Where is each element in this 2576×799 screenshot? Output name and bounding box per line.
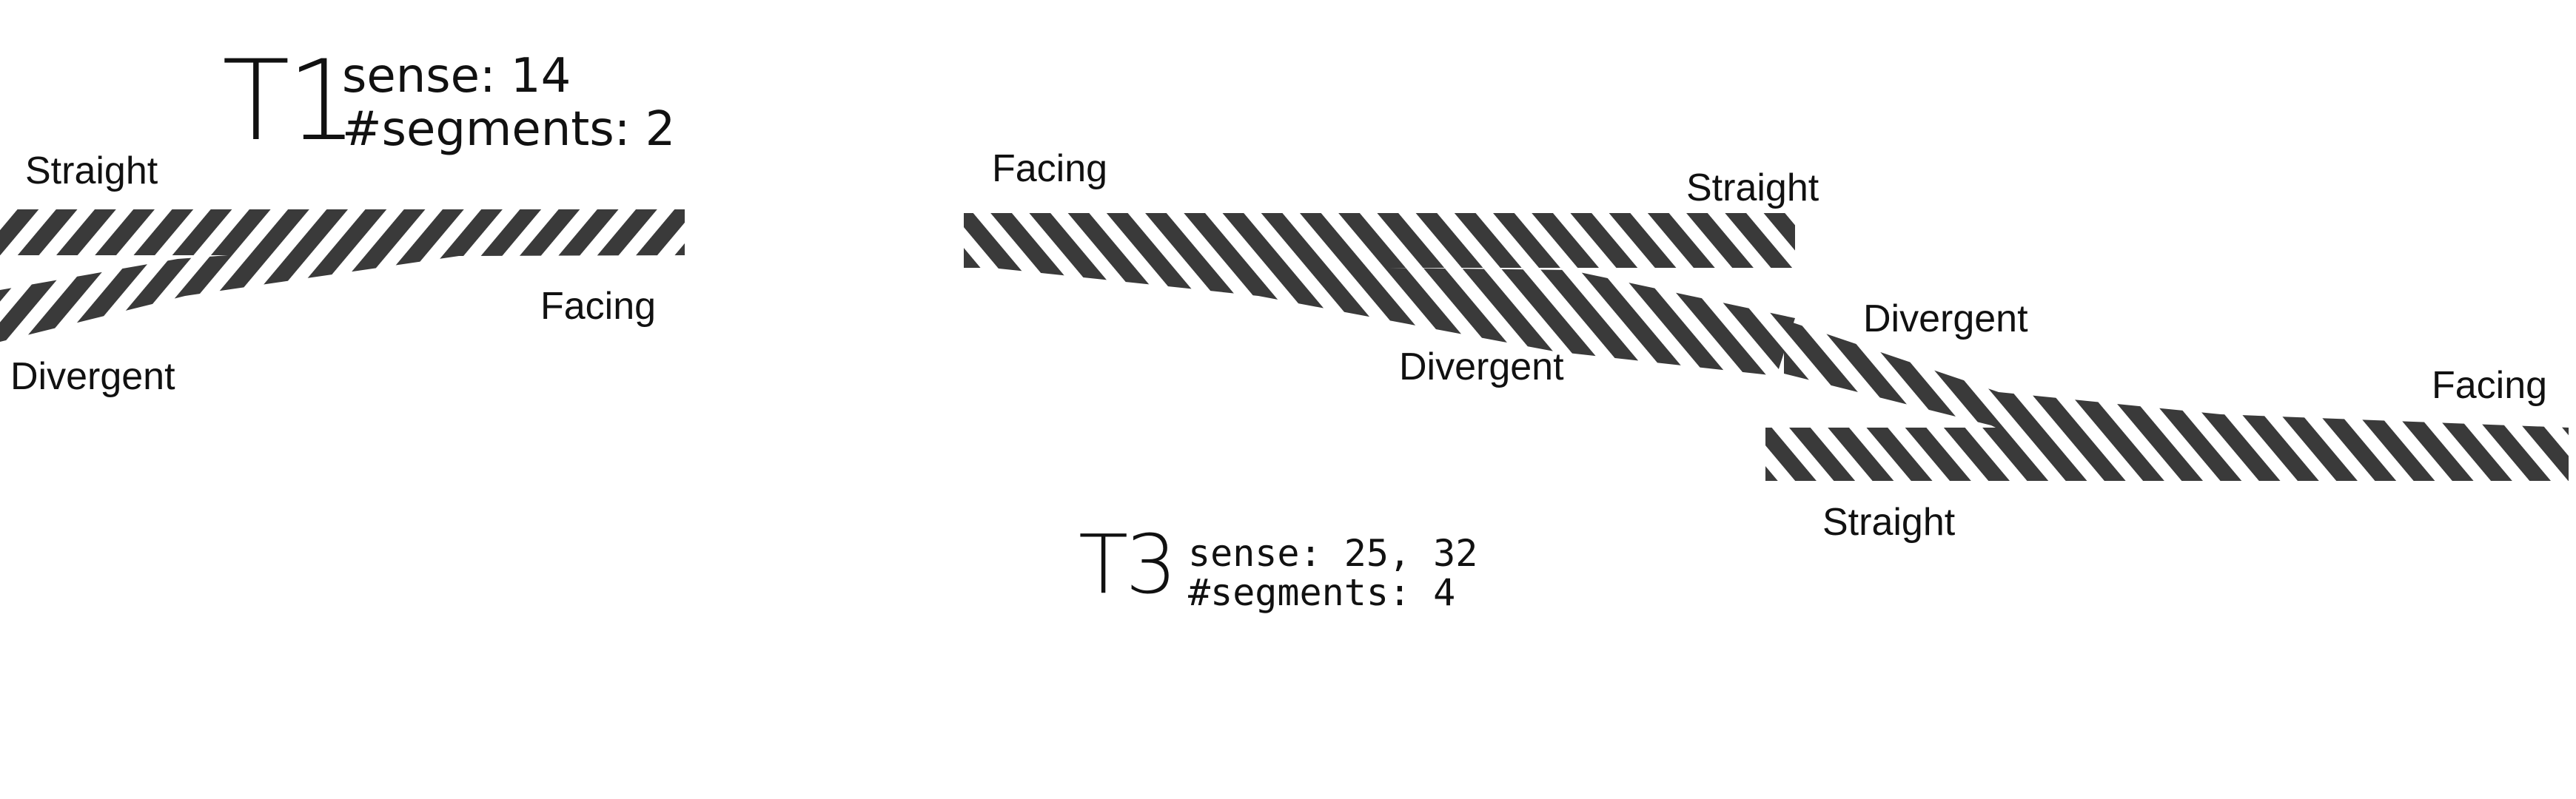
t1-facing-label: Facing xyxy=(540,285,657,328)
t1-divergent-label: Divergent xyxy=(10,355,175,398)
t3-facing-right-label: Facing xyxy=(2432,364,2548,407)
t3-sense: sense: 25, 32 xyxy=(1188,532,1478,575)
t3-divergent-right-label: Divergent xyxy=(1863,297,2028,340)
t3-title: T3 xyxy=(1079,517,1177,612)
t1-divergent-segment xyxy=(0,237,685,342)
turnout-t3 xyxy=(964,213,2569,481)
t3-straight-bottom-segment xyxy=(1765,428,2569,481)
t1-sense: sense: 14 xyxy=(342,49,571,104)
t3-straight-top-label: Straight xyxy=(1686,166,1819,209)
t3-facing-left-label: Facing xyxy=(992,147,1108,190)
t1-segments: #segments: 2 xyxy=(342,102,676,157)
t1-title: T1 xyxy=(222,37,358,166)
turnout-t1 xyxy=(0,209,685,342)
t3-segments: #segments: 4 xyxy=(1188,571,1456,614)
t3-divergent-left-segment xyxy=(964,256,1795,376)
t3-straight-top-segment xyxy=(964,213,1795,268)
t3-straight-bottom-label: Straight xyxy=(1822,501,1956,544)
t3-divergent-left-label: Divergent xyxy=(1399,345,1564,388)
t1-straight-label: Straight xyxy=(25,149,158,192)
